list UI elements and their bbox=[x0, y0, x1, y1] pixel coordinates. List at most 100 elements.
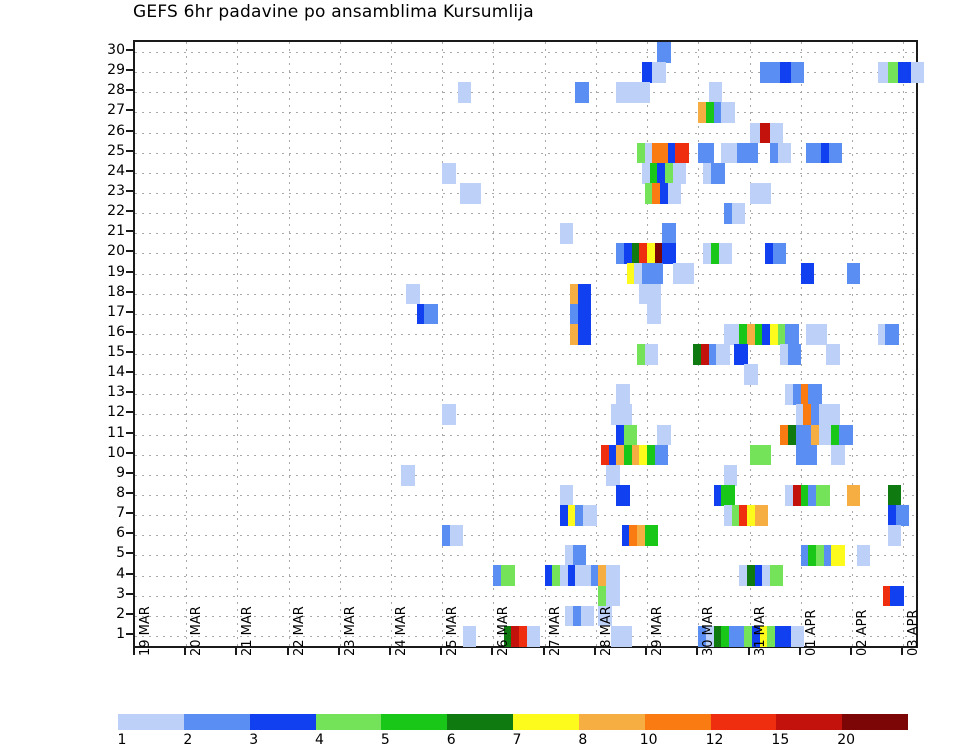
heatmap-cell bbox=[662, 223, 676, 244]
heatmap-cell bbox=[803, 444, 817, 466]
y-tick-label: 20 bbox=[107, 243, 125, 260]
x-tick-label: 25 MAR bbox=[445, 606, 461, 656]
colorbar-segment bbox=[249, 714, 316, 730]
y-tick-mark bbox=[126, 411, 133, 414]
chart-title: GEFS 6hr padavine po ansamblima Kursumli… bbox=[133, 2, 534, 22]
heatmap-cell bbox=[777, 142, 792, 164]
heatmap-cell bbox=[624, 424, 638, 446]
heatmap-cell bbox=[462, 625, 477, 647]
heatmap-cell bbox=[721, 484, 735, 506]
y-tick-mark bbox=[126, 290, 133, 293]
y-tick-label: 12 bbox=[107, 404, 125, 421]
heatmap-cell bbox=[787, 344, 802, 365]
y-tick-mark bbox=[126, 190, 133, 192]
heatmap-cell bbox=[887, 62, 902, 83]
heatmap-cell bbox=[618, 625, 633, 647]
heatmap-cell bbox=[770, 122, 784, 144]
y-tick-label: 4 bbox=[116, 565, 125, 582]
x-tick-mark bbox=[696, 648, 699, 655]
heatmap-cell bbox=[898, 62, 912, 83]
colorbar-segment bbox=[183, 714, 251, 730]
heatmap-cell bbox=[501, 565, 515, 587]
heatmap-cell bbox=[890, 585, 904, 607]
x-tick-mark bbox=[798, 648, 801, 655]
y-tick-mark bbox=[126, 532, 133, 535]
heatmap-cell bbox=[618, 404, 633, 426]
heatmap-cell bbox=[846, 263, 861, 285]
y-tick-label: 19 bbox=[107, 263, 125, 280]
heatmap-cell bbox=[616, 484, 630, 506]
heatmap-cell bbox=[526, 625, 541, 647]
y-tick-mark bbox=[126, 69, 133, 72]
x-tick-label: 22 MAR bbox=[291, 606, 307, 656]
y-tick-label: 30 bbox=[107, 42, 125, 59]
y-tick-mark bbox=[126, 572, 133, 575]
x-tick-mark bbox=[593, 648, 596, 655]
heatmap-cell bbox=[667, 182, 681, 204]
y-tick-label: 10 bbox=[107, 444, 125, 461]
heatmap-cell bbox=[442, 162, 456, 184]
x-tick-mark bbox=[235, 648, 238, 655]
x-tick-mark bbox=[133, 648, 135, 655]
y-tick-label: 23 bbox=[107, 183, 125, 199]
x-tick-label: 28 MAR bbox=[598, 606, 614, 656]
heatmap-cell bbox=[626, 82, 641, 103]
x-tick-label: 27 MAR bbox=[547, 606, 563, 656]
x-tick-label: 24 MAR bbox=[394, 606, 410, 656]
heatmap-cell bbox=[759, 62, 774, 83]
x-tick-label: 30 MAR bbox=[701, 606, 717, 656]
heatmap-cell bbox=[708, 82, 722, 103]
heatmap-cell bbox=[780, 62, 794, 83]
heatmap-cell bbox=[828, 142, 843, 164]
heatmap-cell bbox=[442, 404, 456, 426]
heatmap-cell bbox=[616, 384, 630, 405]
heatmap-cell bbox=[577, 283, 592, 305]
plot-area bbox=[133, 40, 925, 648]
colorbar-tick-label: 12 bbox=[705, 732, 724, 748]
colorbar-tick-label: 6 bbox=[446, 732, 456, 748]
heatmap-cell bbox=[744, 142, 758, 164]
heatmap-cell bbox=[826, 404, 840, 426]
heatmap-cell bbox=[662, 243, 676, 265]
y-tick-label: 21 bbox=[107, 223, 125, 240]
heatmap-cell bbox=[718, 243, 733, 265]
heatmap-cell bbox=[895, 505, 909, 526]
y-tick-label: 28 bbox=[107, 82, 125, 99]
heatmap-cell bbox=[813, 323, 827, 345]
y-tick-label: 2 bbox=[116, 605, 125, 622]
y-tick-mark bbox=[126, 149, 133, 152]
heatmap-cell bbox=[406, 283, 420, 305]
heatmap-cell bbox=[723, 464, 738, 486]
heatmap-cell bbox=[770, 565, 784, 587]
x-tick-label: 23 MAR bbox=[342, 606, 358, 656]
y-tick-mark bbox=[126, 230, 133, 233]
y-tick-mark bbox=[126, 431, 133, 434]
heatmap-cell bbox=[749, 122, 763, 144]
y-tick-label: 24 bbox=[107, 162, 125, 179]
y-tick-mark bbox=[126, 612, 133, 615]
heatmap-cell bbox=[583, 505, 597, 526]
y-tick-label: 15 bbox=[107, 344, 125, 361]
heatmap-cell bbox=[560, 223, 574, 244]
y-tick-mark bbox=[126, 371, 133, 374]
colorbar-segment bbox=[644, 714, 711, 730]
x-tick-mark bbox=[286, 648, 289, 655]
heatmap-cell bbox=[808, 384, 822, 405]
y-tick-mark bbox=[126, 351, 133, 354]
x-tick-label: 19 MAR bbox=[138, 606, 153, 656]
heatmap-cell bbox=[877, 62, 891, 83]
colorbar: 1 2 3 4 5 6 7 8 10 12 15 20 bbox=[118, 714, 909, 748]
y-axis: 30 29 28 27 26 25 24 23 22 21 20 19 18 17 16 15 14 13 12 11… bbox=[95, 40, 133, 648]
heatmap-cell bbox=[831, 545, 845, 567]
colorbar-tick-label: 7 bbox=[512, 732, 522, 748]
heatmap-cell bbox=[826, 344, 840, 365]
x-tick-mark bbox=[440, 648, 443, 655]
colorbar-segment bbox=[381, 714, 448, 730]
heatmap-cell bbox=[606, 585, 620, 607]
colorbar-tick-label: 2 bbox=[183, 732, 193, 748]
colorbar-tick-label: 4 bbox=[315, 732, 324, 748]
colorbar-tick-label: 15 bbox=[771, 732, 790, 748]
heatmap-cell bbox=[846, 484, 861, 506]
y-tick-mark bbox=[126, 250, 133, 253]
y-tick-label: 5 bbox=[116, 545, 125, 562]
